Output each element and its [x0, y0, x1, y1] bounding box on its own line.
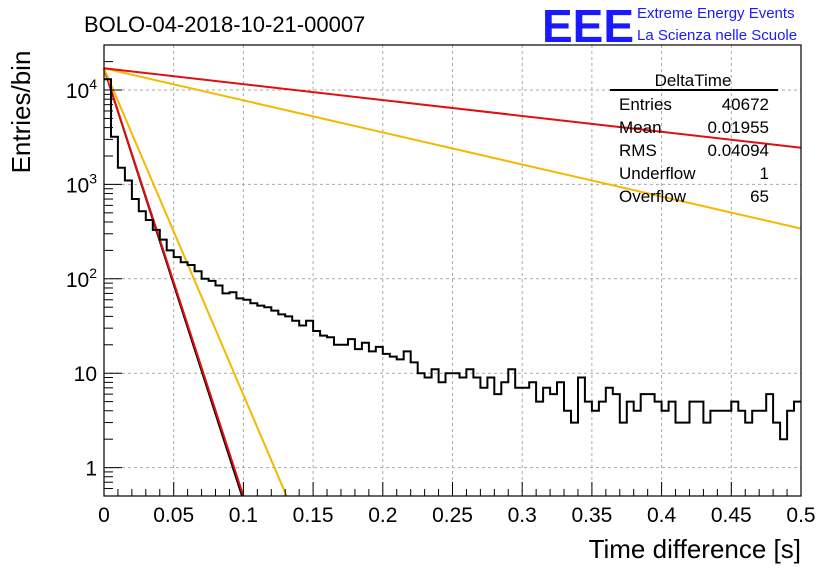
y-tick-label: 102: [66, 265, 97, 292]
stats-box-title: DeltaTime: [655, 71, 732, 90]
stats-box: DeltaTime Entries 40672 Mean 0.01955 RMS 0.04…: [610, 71, 778, 206]
fit-lines: [103, 67, 802, 497]
x-axis-title: Time difference [s]: [589, 534, 801, 564]
x-tick-label: 0: [98, 504, 110, 527]
y-tick-label: 10: [74, 363, 97, 386]
x-tick-label: 0.25: [432, 504, 473, 527]
y-tick-exponent: 2: [89, 265, 97, 281]
y-tick-label: 1: [85, 458, 97, 481]
stats-row-label: RMS: [619, 141, 657, 160]
stats-row-value: 40672: [722, 95, 769, 114]
stats-row-label: Overflow: [619, 187, 687, 206]
stats-row-value: 0.01955: [708, 118, 769, 137]
x-tick-label: 0.5: [786, 504, 815, 527]
histogram: [104, 78, 801, 441]
eee-logo-text: EEE: [542, 0, 634, 52]
stats-row-value: 65: [750, 187, 769, 206]
chart-title: BOLO-04-2018-10-21-00007: [84, 12, 365, 37]
eee-logo: EEE Extreme Energy Events La Scienza nel…: [542, 0, 797, 52]
x-tick-label: 0.35: [571, 504, 612, 527]
x-tick-label: 0.05: [153, 504, 194, 527]
eee-org-line2: La Scienza nelle Scuole: [637, 27, 797, 44]
x-tick-label: 0.3: [508, 504, 537, 527]
y-tick-exponent: 3: [89, 170, 97, 186]
y-axis-ticks: 1 10 102 103 104: [66, 44, 122, 497]
x-tick-label: 0.15: [293, 504, 334, 527]
eee-org-line1: Extreme Energy Events: [637, 5, 795, 22]
stats-rows: Entries 40672 Mean 0.01955 RMS 0.04094 Underfl…: [619, 95, 769, 206]
fit-line: [103, 67, 288, 497]
y-tick-label: 104: [66, 76, 97, 103]
fit-line: [103, 67, 802, 230]
stats-row-label: Entries: [619, 95, 672, 114]
x-tick-label: 0.2: [368, 504, 397, 527]
y-axis-title: Entries/bin: [6, 51, 36, 174]
stats-row-label: Mean: [619, 118, 662, 137]
y-tick-exponent: 4: [89, 76, 97, 92]
stats-row-value: 0.04094: [708, 141, 769, 160]
stats-row-value: 1: [760, 164, 769, 183]
x-tick-label: 0.45: [711, 504, 752, 527]
stats-row-label: Underflow: [619, 164, 696, 183]
x-tick-label: 0.4: [647, 504, 677, 527]
fit-line: [103, 67, 245, 497]
fit-line: [103, 67, 802, 149]
histogram-outline: [104, 78, 801, 441]
x-tick-label: 0.1: [229, 504, 258, 527]
y-tick-label: 103: [66, 170, 97, 197]
grid: [104, 45, 801, 496]
x-axis-ticks: 0 0.05 0.1 0.15 0.2 0.25 0.3 0.35 0.4 0.45 0.5: [98, 482, 816, 527]
